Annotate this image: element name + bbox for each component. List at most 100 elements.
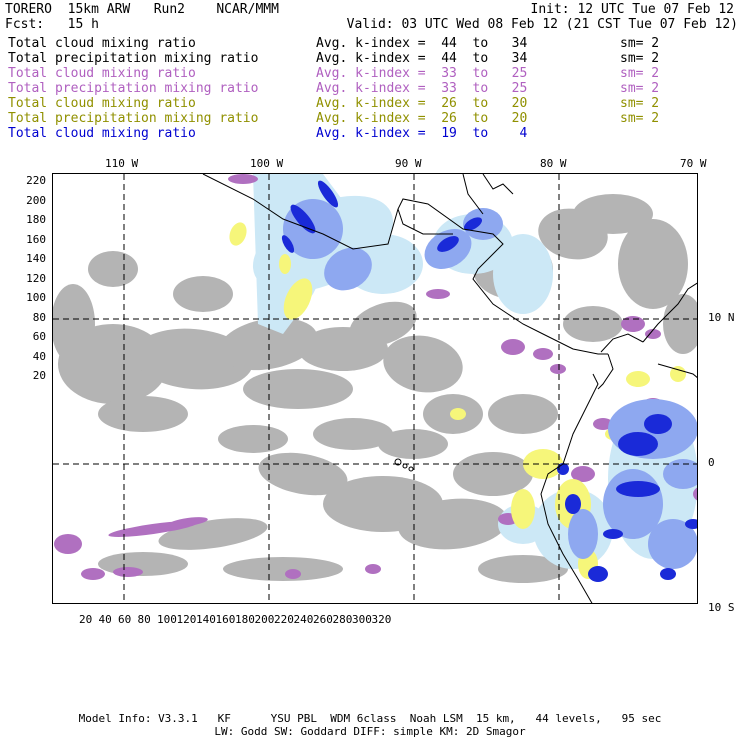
x-tick-label: 300 <box>352 613 372 626</box>
yellow-cloud <box>511 489 535 529</box>
latitude-label: 0 <box>708 456 715 469</box>
gray-cloud <box>243 369 353 409</box>
longitude-label: 100 W <box>250 157 284 170</box>
legend-smoothing: sm= 2 <box>620 36 660 51</box>
dark-blue-cloud <box>660 568 676 580</box>
x-tick-label: 80 <box>137 613 151 626</box>
legend-smoothing: sm= 2 <box>620 51 660 66</box>
x-tick-label: 280 <box>332 613 353 626</box>
island <box>402 463 408 469</box>
x-tick-label: 100 <box>157 613 177 626</box>
purple-cloud <box>501 339 525 355</box>
coastline <box>482 174 514 195</box>
valid-time: Valid: 03 UTC Wed 08 Feb 12 (21 CST Tue … <box>346 17 738 32</box>
x-tick-label: 40 <box>98 613 112 626</box>
legend-k-index: Avg. k-index = 33 to 25 <box>316 81 528 96</box>
x-tick-label: 260 <box>313 613 333 626</box>
gray-cloud <box>258 452 348 496</box>
legend-k-index: Avg. k-index = 44 to 34 <box>316 51 528 66</box>
coastline <box>397 208 453 235</box>
island <box>394 458 402 466</box>
map-panel <box>52 173 698 604</box>
y-tick-label: 200 <box>26 193 46 207</box>
legend-smoothing: sm= 2 <box>620 66 660 81</box>
map-plot <box>53 174 697 603</box>
legend-field: Total cloud mixing ratio <box>8 96 196 111</box>
yellow-cloud <box>450 408 466 420</box>
gray-cloud <box>98 396 188 432</box>
legend-k-index: Avg. k-index = 33 to 25 <box>316 66 528 81</box>
x-tick-label: 180 <box>235 613 255 626</box>
y-tick-label: 60 <box>32 330 46 343</box>
yellow-cloud <box>283 278 313 320</box>
purple-cloud <box>550 364 566 374</box>
cloud-gray-layer <box>53 194 697 583</box>
coastline <box>540 373 599 603</box>
yellow-cloud <box>229 222 247 246</box>
dark-blue-cloud <box>588 566 608 582</box>
purple-cloud <box>693 487 697 501</box>
y-tick-label: 140 <box>26 252 46 265</box>
gray-cloud <box>98 552 188 576</box>
purple-cloud <box>593 418 613 430</box>
gray-cloud <box>563 306 623 342</box>
legend-k-index: Avg. k-index = 19 to 4 <box>316 126 528 141</box>
dark-blue-cloud <box>616 481 660 497</box>
island <box>408 466 414 472</box>
init-time: Init: 12 UTC Tue 07 Feb 12 <box>530 2 735 17</box>
model-title: TORERO 15km ARW Run2 NCAR/MMM <box>5 2 279 17</box>
purple-cloud <box>54 534 82 554</box>
coastline <box>600 333 644 353</box>
x-tick-label: 120 <box>176 613 197 626</box>
dark-blue-cloud <box>437 236 459 252</box>
legend-k-index: Avg. k-index = 44 to 34 <box>316 36 528 51</box>
x-tick-label: 220 <box>274 613 294 626</box>
dark-blue-cloud <box>317 180 339 208</box>
y-tick-label: 80 <box>32 310 46 324</box>
y-tick-label: 180 <box>26 213 46 226</box>
cloud-purple-layer <box>54 174 697 580</box>
yellow-cloud <box>670 366 686 382</box>
mid-blue-cloud <box>324 247 372 291</box>
purple-cloud <box>426 289 450 299</box>
y-tick-label: 100 <box>26 291 46 304</box>
dark-blue-cloud <box>290 204 316 234</box>
longitude-label: 90 W <box>395 157 422 170</box>
gray-cloud <box>53 284 95 364</box>
mid-blue-cloud <box>648 519 697 569</box>
legend-field: Total precipitation mixing ratio <box>8 51 259 66</box>
coastline-layer <box>202 174 697 603</box>
purple-cloud <box>645 329 661 339</box>
gray-cloud <box>218 317 318 371</box>
legend-k-index: Avg. k-index = 26 to 20 <box>316 96 528 111</box>
legend-smoothing: sm= 2 <box>620 81 660 96</box>
coastline <box>657 363 697 378</box>
gray-cloud <box>173 276 233 312</box>
dark-blue-cloud <box>603 529 623 539</box>
legend-field: Total cloud mixing ratio <box>8 36 196 51</box>
gray-cloud <box>158 518 268 550</box>
latitude-label: 10 S <box>708 601 735 614</box>
gray-cloud <box>453 452 533 496</box>
purple-cloud <box>571 466 595 482</box>
purple-cloud <box>621 316 645 332</box>
purple-cloud <box>285 569 301 579</box>
purple-cloud <box>228 174 258 184</box>
gray-cloud <box>478 555 568 583</box>
x-tick-label: 320 <box>371 613 392 626</box>
mid-blue-cloud <box>463 208 503 240</box>
coastline <box>202 174 608 355</box>
x-tick-label: 160 <box>215 613 236 626</box>
purple-cloud <box>533 348 553 360</box>
x-tick-label: 60 <box>118 613 132 626</box>
gray-cloud <box>398 498 508 550</box>
y-tick-label: 40 <box>32 349 46 363</box>
gray-cloud <box>223 557 343 581</box>
forecast-hour: Fcst: 15 h <box>5 17 99 32</box>
dark-blue-cloud <box>281 235 295 253</box>
y-tick-label: 160 <box>26 232 46 246</box>
gray-cloud <box>488 394 558 434</box>
purple-cloud <box>113 567 143 577</box>
mid-blue-cloud <box>568 509 598 559</box>
dark-blue-cloud <box>644 414 672 434</box>
